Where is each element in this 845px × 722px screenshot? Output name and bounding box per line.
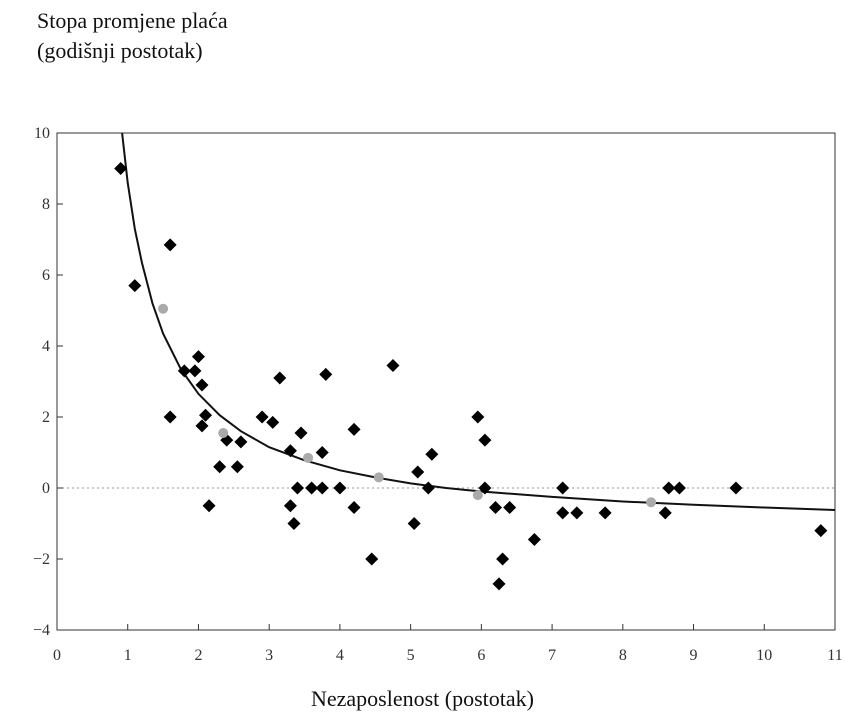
data-point-diamond: [425, 447, 439, 461]
y-tick-label: 8: [42, 196, 50, 213]
data-point-diamond: [283, 444, 297, 458]
data-point-diamond: [556, 506, 570, 520]
data-point-diamond: [294, 426, 308, 440]
data-point-diamond: [814, 524, 828, 538]
data-point-diamond: [163, 238, 177, 252]
x-tick-label: 2: [194, 647, 202, 664]
y-axis-title-line-2: (godišnji postotak): [37, 38, 203, 63]
y-tick-label: 2: [42, 409, 50, 426]
x-tick-label: 6: [477, 647, 485, 664]
data-point-diamond: [177, 364, 191, 378]
x-tick-label: 11: [827, 647, 842, 664]
data-point-diamond: [411, 465, 425, 479]
data-point-diamond: [266, 415, 280, 429]
data-point-diamond: [213, 460, 227, 474]
data-point-diamond: [114, 162, 128, 175]
data-point-diamond: [662, 481, 676, 495]
data-point-diamond: [273, 371, 287, 385]
data-point-diamond: [128, 279, 142, 293]
data-point-diamond: [319, 367, 333, 381]
data-point-diamond: [347, 422, 361, 436]
data-point-diamond: [283, 499, 297, 513]
data-point-diamond: [386, 359, 400, 373]
data-point-diamond: [556, 481, 570, 495]
x-tick-label: 0: [53, 647, 61, 664]
y-tick-label: 4: [42, 338, 50, 355]
data-point-diamond: [287, 517, 301, 530]
data-point-diamond: [478, 481, 492, 495]
x-tick-label: 8: [619, 647, 627, 664]
data-point-diamond: [202, 499, 216, 513]
x-axis-ticks: 0 1 2 3 4 5 6 7 8 9 10 11: [53, 624, 843, 664]
y-tick-label: 0: [42, 480, 50, 497]
data-point-circle: [303, 452, 314, 463]
data-point-diamond: [163, 410, 177, 424]
data-point-diamond: [570, 506, 584, 520]
data-point-circle: [472, 490, 483, 501]
y-axis-title-line-1: Stopa promjene plaća: [37, 8, 228, 33]
data-point-diamond: [496, 552, 510, 566]
data-point-diamond: [191, 350, 205, 364]
plot-frame: [56, 132, 836, 631]
data-point-diamond: [598, 506, 612, 520]
data-point-circle: [218, 427, 229, 438]
data-point-diamond: [489, 501, 503, 515]
data-point-diamond: [234, 435, 248, 449]
data-point-diamond: [658, 506, 672, 520]
x-tick-label: 1: [124, 647, 132, 664]
x-tick-label: 4: [336, 647, 344, 664]
data-point-circle: [646, 497, 657, 508]
data-point-diamond: [230, 460, 244, 474]
x-tick-label: 7: [548, 647, 556, 664]
data-point-diamond: [195, 378, 209, 392]
data-point-diamond: [315, 481, 329, 495]
data-point-diamond: [199, 408, 213, 422]
data-point-diamond: [471, 410, 485, 424]
data-point-diamond: [503, 501, 517, 515]
x-tick-label: 10: [756, 647, 772, 664]
data-point-diamond: [365, 552, 379, 566]
data-point-diamond: [255, 410, 269, 424]
data-point-diamond: [333, 481, 347, 495]
x-axis-title: Nezaposlenost (postotak): [311, 686, 534, 711]
data-point-circle: [158, 303, 169, 314]
data-point-diamond: [290, 481, 304, 495]
data-point-diamond: [347, 501, 361, 515]
data-point-circle: [373, 472, 384, 483]
x-tick-label: 5: [407, 647, 415, 664]
data-point-diamond: [672, 481, 686, 495]
y-tick-label: 6: [42, 267, 50, 284]
x-tick-label: 9: [690, 647, 698, 664]
y-axis-title: Stopa promjene plaća (godišnji postotak): [37, 6, 228, 66]
x-tick-label: 3: [265, 647, 273, 664]
y-tick-label: −4: [33, 622, 50, 639]
data-point-diamond: [407, 517, 421, 530]
data-point-diamond: [305, 481, 319, 495]
data-point-diamond: [315, 446, 329, 459]
fitted-curve: [121, 132, 836, 511]
y-axis-ticks: 10 8 6 4 2 0 −2 −4: [33, 125, 63, 639]
data-point-diamond: [492, 577, 506, 591]
data-points: [114, 162, 828, 591]
y-tick-label: −2: [33, 551, 50, 568]
data-point-diamond: [421, 481, 435, 495]
data-point-diamond: [527, 532, 541, 546]
data-point-diamond: [478, 433, 492, 447]
data-point-diamond: [188, 364, 202, 378]
data-point-diamond: [195, 419, 209, 433]
y-tick-label: 10: [34, 125, 50, 142]
data-point-diamond: [729, 481, 743, 495]
